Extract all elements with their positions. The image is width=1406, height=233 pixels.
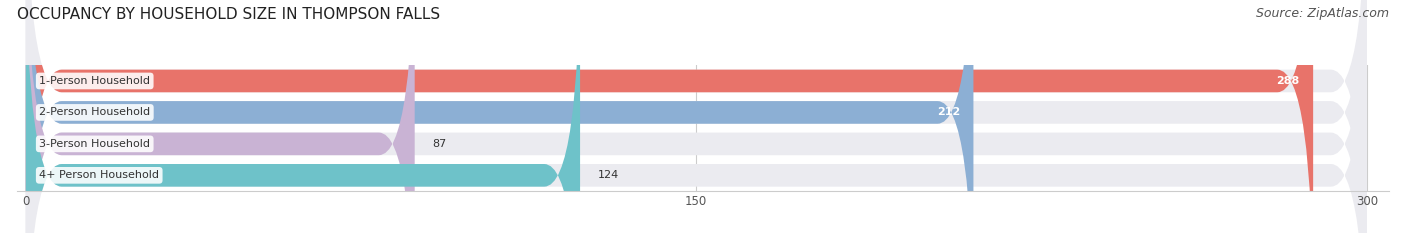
Text: 2-Person Household: 2-Person Household [39,107,150,117]
Text: 288: 288 [1277,76,1299,86]
Text: 212: 212 [936,107,960,117]
FancyBboxPatch shape [25,0,1313,233]
Text: 124: 124 [598,170,619,180]
FancyBboxPatch shape [25,0,973,233]
FancyBboxPatch shape [25,0,415,233]
Text: OCCUPANCY BY HOUSEHOLD SIZE IN THOMPSON FALLS: OCCUPANCY BY HOUSEHOLD SIZE IN THOMPSON … [17,7,440,22]
FancyBboxPatch shape [25,0,581,233]
FancyBboxPatch shape [25,0,1367,233]
Text: 4+ Person Household: 4+ Person Household [39,170,159,180]
Text: 3-Person Household: 3-Person Household [39,139,150,149]
Text: 1-Person Household: 1-Person Household [39,76,150,86]
FancyBboxPatch shape [25,0,1367,233]
Text: 87: 87 [433,139,447,149]
Text: Source: ZipAtlas.com: Source: ZipAtlas.com [1256,7,1389,20]
FancyBboxPatch shape [25,0,1367,233]
FancyBboxPatch shape [25,0,1367,233]
